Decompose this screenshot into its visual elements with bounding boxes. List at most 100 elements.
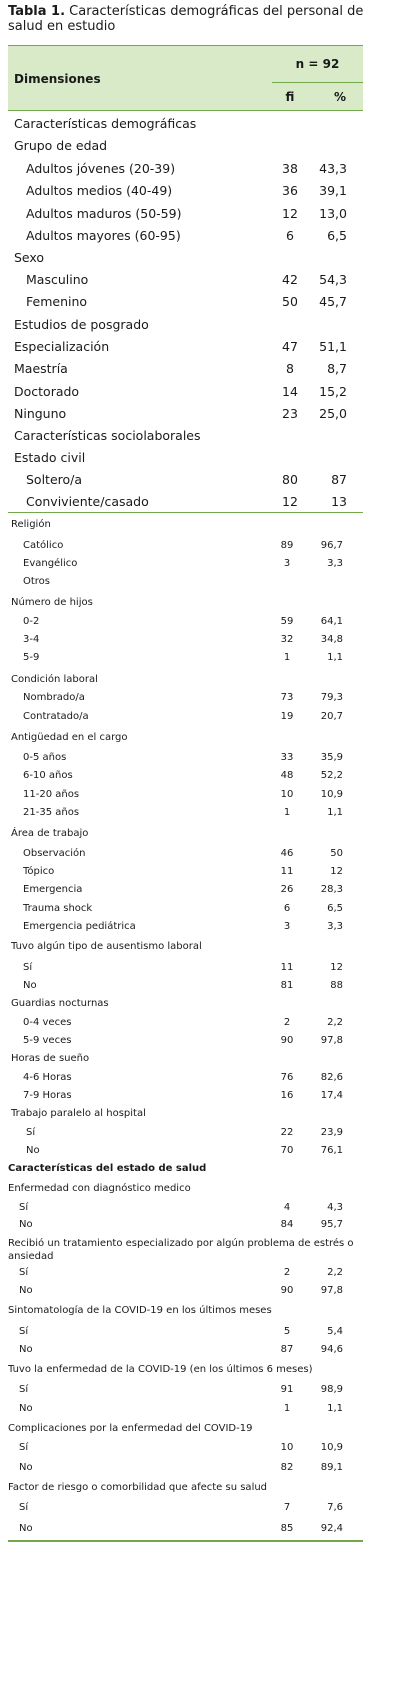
row-label: Área de trabajo — [11, 828, 89, 839]
pct-cell: 15,2 — [319, 384, 347, 399]
fi-cell: 8 — [286, 361, 294, 376]
pct-cell: 5,4 — [327, 1326, 343, 1337]
pct-cell: 8,7 — [327, 361, 347, 376]
fi-cell: 6 — [283, 903, 291, 914]
pct-cell: 52,2 — [320, 770, 343, 781]
fi-cell: 46 — [280, 848, 294, 859]
pct-cell: 43,3 — [319, 161, 347, 176]
row-label: Adultos medios (40-49) — [26, 183, 173, 198]
fi-cell: 11 — [280, 962, 294, 973]
bottom-rule — [8, 1540, 363, 1542]
row-label: Tópico — [23, 866, 55, 877]
fi-cell: 38 — [282, 161, 298, 176]
row-label: Adultos mayores (60-95) — [26, 228, 181, 243]
row-label: Número de hijos — [11, 597, 93, 608]
header-fi: fi — [285, 90, 295, 104]
pct-cell: 50 — [330, 848, 343, 859]
fi-cell: 59 — [280, 616, 294, 627]
row-label: Católico — [23, 540, 64, 551]
fi-cell: 82 — [280, 1462, 294, 1473]
fi-cell: 90 — [280, 1035, 294, 1046]
row-label: 0-4 veces — [23, 1017, 72, 1028]
pct-cell: 95,7 — [320, 1219, 343, 1230]
pct-cell: 2,2 — [327, 1017, 343, 1028]
pct-cell: 10,9 — [320, 789, 343, 800]
row-label: Observación — [23, 848, 86, 859]
pct-cell: 4,3 — [327, 1202, 343, 1213]
row-label: Guardias nocturnas — [11, 998, 109, 1009]
row-label: No — [26, 1145, 40, 1156]
n-rule — [272, 82, 363, 83]
row-label: Religión — [11, 519, 51, 530]
row-label: Sí — [19, 1202, 29, 1213]
row-label: Sí — [19, 1442, 29, 1453]
row-label: Características del estado de salud — [8, 1163, 207, 1174]
fi-cell: 90 — [280, 1285, 294, 1296]
pct-cell: 97,8 — [320, 1035, 343, 1046]
fi-cell: 48 — [280, 770, 294, 781]
row-label: No — [19, 1403, 33, 1414]
header-bottom-rule — [8, 110, 363, 111]
row-label: Especialización — [14, 339, 110, 354]
fi-cell: 70 — [280, 1145, 294, 1156]
pct-cell: 28,3 — [320, 884, 343, 895]
fi-cell: 85 — [280, 1523, 294, 1534]
row-label: No — [19, 1219, 33, 1230]
fi-cell: 6 — [286, 228, 294, 243]
row-label: Sexo — [14, 250, 45, 265]
pct-cell: 92,4 — [320, 1523, 343, 1534]
row-label: 4-6 Horas — [23, 1072, 72, 1083]
row-label: Masculino — [26, 272, 89, 287]
header-top-rule — [8, 45, 363, 46]
row-label: Tuvo la enfermedad de la COVID-19 (en lo… — [8, 1364, 313, 1375]
row-label: Sí — [19, 1502, 29, 1513]
pct-cell: 12 — [330, 962, 343, 973]
row-label: 3-4 — [23, 634, 40, 645]
row-label: Recibió un tratamiento especializado por… — [8, 1238, 354, 1262]
row-label: Condición laboral — [11, 674, 98, 685]
fi-cell: 11 — [280, 866, 294, 877]
pct-cell: 10,9 — [320, 1442, 343, 1453]
pct-cell: 54,3 — [319, 272, 347, 287]
fi-cell: 87 — [280, 1344, 294, 1355]
fi-cell: 5 — [283, 1326, 291, 1337]
row-label: Emergencia pediátrica — [23, 921, 136, 932]
pct-cell: 12 — [330, 866, 343, 877]
fi-cell: 89 — [280, 540, 294, 551]
pct-cell: 6,5 — [327, 903, 343, 914]
row-label: Sintomatología de la COVID-19 en los últ… — [8, 1305, 272, 1316]
pct-cell: 20,7 — [320, 711, 343, 722]
header-band — [8, 45, 363, 110]
title-text: Características demográficas del persona… — [8, 4, 364, 34]
header-dimension: Dimensiones — [14, 72, 101, 86]
row-label: Trauma shock — [23, 903, 93, 914]
row-label: No — [19, 1462, 33, 1473]
pct-cell: 1,1 — [327, 1403, 343, 1414]
pct-cell: 96,7 — [320, 540, 343, 551]
fi-cell: 1 — [283, 652, 291, 663]
fi-cell: 16 — [280, 1090, 294, 1101]
row-label: No — [19, 1344, 33, 1355]
pct-cell: 97,8 — [320, 1285, 343, 1296]
pct-cell: 76,1 — [320, 1145, 343, 1156]
fi-cell: 2 — [283, 1017, 291, 1028]
row-label: Características demográficas — [14, 116, 197, 131]
row-label: Horas de sueño — [11, 1053, 90, 1064]
pct-cell: 6,5 — [327, 228, 347, 243]
row-label: Adultos maduros (50-59) — [26, 206, 182, 221]
row-label: Evangélico — [23, 558, 78, 569]
title-label: Tabla 1. — [8, 4, 66, 19]
fi-cell: 7 — [283, 1502, 291, 1513]
fi-cell: 32 — [280, 634, 294, 645]
pct-cell: 45,7 — [319, 294, 347, 309]
row-label: Trabajo paralelo al hospital — [11, 1108, 146, 1119]
row-label: 5-9 veces — [23, 1035, 72, 1046]
pct-cell: 64,1 — [320, 616, 343, 627]
pct-cell: 51,1 — [319, 339, 347, 354]
row-label: Conviviente/casado — [26, 494, 149, 509]
row-label: No — [19, 1285, 33, 1296]
row-label: Otros — [23, 576, 51, 587]
pct-cell: 34,8 — [320, 634, 343, 645]
pct-cell: 35,9 — [320, 752, 343, 763]
fi-cell: 23 — [282, 406, 298, 421]
